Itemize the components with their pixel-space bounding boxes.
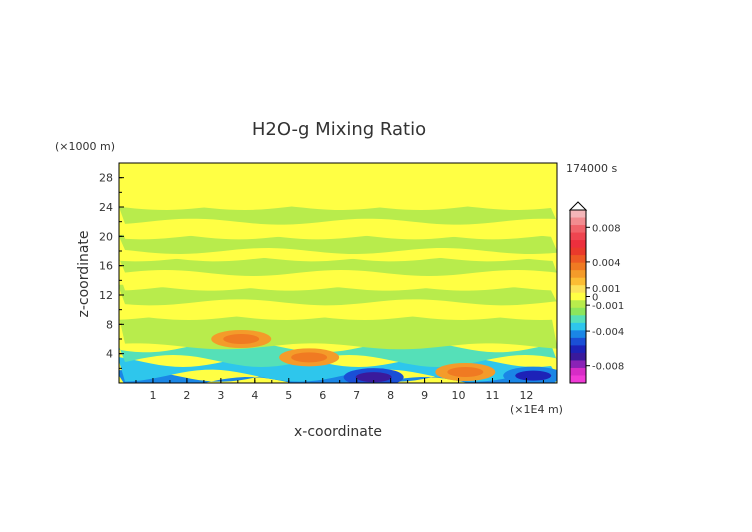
field-band [119, 299, 557, 320]
x-tick-label: 12 [519, 389, 533, 402]
colorbar-swatch [570, 255, 586, 264]
colorbar-swatch [570, 322, 586, 331]
colorbar-swatch [570, 210, 586, 219]
field-feature-core [515, 370, 552, 381]
x-tick-label: 11 [485, 389, 499, 402]
y-tick-label: 20 [99, 230, 113, 243]
colorbar-swatch [570, 315, 586, 324]
y-tick-label: 4 [106, 348, 113, 361]
colorbar-arrow [568, 201, 588, 211]
x-tick-label: 5 [285, 389, 292, 402]
colorbar-swatch [570, 375, 586, 384]
plot-area [119, 163, 557, 383]
y-axis-label: z-coordinate [76, 230, 92, 317]
x-tick-label: 8 [387, 389, 394, 402]
colorbar [568, 201, 588, 384]
colorbar-swatch [570, 247, 586, 256]
colorbar-swatch [570, 240, 586, 249]
colorbar-swatch [570, 270, 586, 279]
colorbar-label: -0.004 [592, 327, 624, 338]
y-tick-label: 8 [106, 318, 113, 331]
chart-title: H2O-g Mixing Ratio [252, 119, 426, 140]
colorbar-label: 0 [592, 293, 598, 304]
x-tick-label: 6 [319, 389, 326, 402]
x-tick-label: 10 [452, 389, 466, 402]
colorbar-label: -0.008 [592, 362, 624, 373]
colorbar-swatch [570, 262, 586, 271]
colorbar-swatch [570, 285, 586, 294]
y-tick-label: 12 [99, 289, 113, 302]
field-band [119, 163, 557, 210]
y-tick-label: 24 [99, 201, 113, 214]
field-feature-core [355, 372, 392, 383]
x-tick-label: 2 [183, 389, 190, 402]
field-features [211, 330, 557, 383]
field-feature-core [291, 352, 328, 363]
x-tick-label: 1 [149, 389, 156, 402]
colorbar-label: 0.001 [592, 284, 621, 295]
y-axis: 4 8 12 16 20 24 28 [99, 172, 124, 369]
colorbar-swatch [570, 345, 586, 354]
colorbar-swatch [570, 367, 586, 376]
colorbar-swatch [570, 292, 586, 301]
colorbar-swatch [570, 225, 586, 234]
x-unit-label: (×1E4 m) [510, 403, 563, 416]
y-tick-label: 16 [99, 260, 113, 273]
field-feature-core [223, 334, 260, 344]
colorbar-label: 0.004 [592, 258, 621, 269]
x-axis-label: x-coordinate [294, 424, 382, 440]
colorbar-swatch [570, 307, 586, 316]
x-tick-label: 3 [217, 389, 224, 402]
y-unit-label: (×1000 m) [55, 140, 115, 153]
colorbar-swatch [570, 352, 586, 361]
colorbar-swatch [570, 232, 586, 241]
x-axis: 1 2 3 4 5 6 7 8 9 10 11 12 [135, 378, 544, 402]
colorbar-swatch [570, 330, 586, 339]
plot-frame [118, 162, 558, 384]
field-band [119, 248, 557, 262]
colorbar-swatch [570, 337, 586, 346]
colorbar-swatch [570, 217, 586, 226]
colorbar-label: -0.001 [592, 301, 624, 312]
field-band [119, 233, 557, 254]
y-tick-label: 28 [99, 172, 113, 185]
colorbar-swatch [570, 360, 586, 369]
colorbar-label: 0.008 [592, 223, 621, 234]
field-feature-core [447, 367, 484, 377]
x-tick-label: 9 [421, 389, 428, 402]
colorbar-swatch [570, 277, 586, 286]
x-tick-label: 7 [353, 389, 360, 402]
colorbar-swatch [570, 300, 586, 309]
time-label: 174000 s [566, 162, 617, 175]
x-tick-label: 4 [251, 389, 258, 402]
